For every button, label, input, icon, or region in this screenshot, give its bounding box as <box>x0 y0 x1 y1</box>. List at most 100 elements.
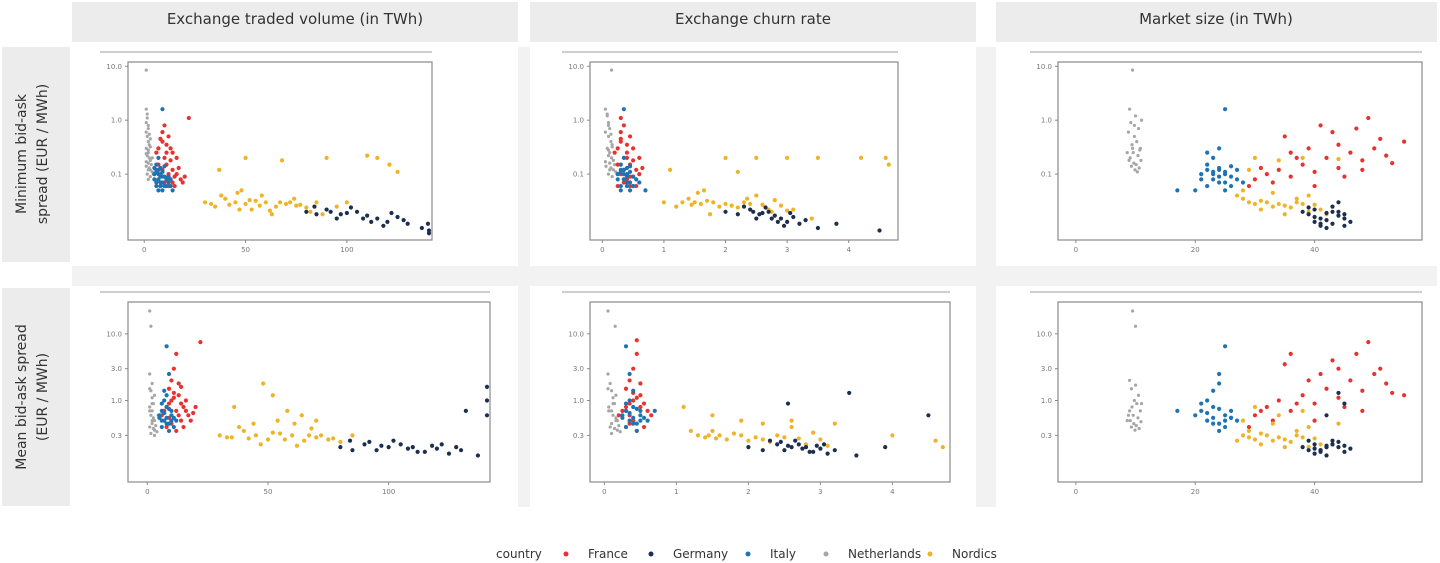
data-point <box>180 180 185 185</box>
data-point <box>348 205 354 210</box>
data-point <box>785 401 791 406</box>
data-point <box>1401 139 1407 144</box>
data-point <box>1366 115 1371 121</box>
data-point <box>803 445 809 450</box>
data-point <box>1211 421 1216 426</box>
x-tick-label: 50 <box>241 246 250 254</box>
data-point <box>326 437 331 442</box>
data-point <box>265 437 271 442</box>
data-point <box>606 172 611 176</box>
data-point <box>1199 177 1204 182</box>
data-point <box>270 430 275 435</box>
data-point <box>751 209 756 214</box>
data-point <box>410 445 415 450</box>
data-point <box>164 344 169 349</box>
data-point <box>1258 431 1263 436</box>
data-point <box>1132 134 1136 139</box>
data-point <box>174 351 179 356</box>
data-point <box>618 130 623 135</box>
data-point <box>243 155 248 160</box>
data-point <box>362 442 367 447</box>
x-tick-label: 2 <box>723 246 727 254</box>
data-point <box>1360 408 1365 413</box>
data-point <box>1234 193 1240 198</box>
data-point <box>146 177 150 181</box>
legend-label: Italy <box>770 547 796 561</box>
data-point <box>152 177 157 182</box>
data-point <box>170 188 175 193</box>
data-point <box>375 155 380 160</box>
data-point <box>347 438 353 443</box>
data-point <box>232 404 237 410</box>
data-point <box>637 172 642 177</box>
data-point <box>1318 223 1323 228</box>
data-point <box>811 430 816 435</box>
data-point <box>627 371 632 377</box>
data-point <box>610 145 614 149</box>
row-strip-mean <box>2 288 70 506</box>
data-point <box>1354 351 1359 356</box>
data-point <box>1348 219 1353 224</box>
data-point <box>1126 130 1131 134</box>
data-point <box>275 418 280 423</box>
data-point <box>152 433 157 437</box>
series-france <box>1246 115 1407 189</box>
data-point <box>1390 161 1395 166</box>
data-point <box>246 436 251 441</box>
data-point <box>613 163 617 167</box>
data-point <box>144 107 148 111</box>
data-point <box>159 424 164 430</box>
data-point <box>1324 386 1329 391</box>
data-point <box>627 401 632 406</box>
data-point <box>292 196 297 201</box>
data-point <box>791 214 796 220</box>
data-point <box>1222 418 1228 423</box>
data-point <box>1129 425 1133 429</box>
data-point <box>735 169 740 174</box>
data-point <box>627 174 633 179</box>
data-point <box>621 155 626 160</box>
data-point <box>1135 401 1139 406</box>
data-point <box>926 413 931 418</box>
data-point <box>744 196 750 201</box>
data-point <box>606 372 610 376</box>
data-point <box>152 393 157 397</box>
data-point <box>1312 202 1317 207</box>
data-point <box>611 401 615 406</box>
data-point <box>1384 153 1389 158</box>
data-point <box>148 425 152 429</box>
data-point <box>150 396 154 400</box>
data-point <box>1136 154 1140 158</box>
data-point <box>883 445 888 450</box>
row-header-min-line2: spread (EUR / MWh) <box>35 84 51 224</box>
data-point <box>415 449 420 454</box>
data-point <box>186 413 191 418</box>
data-point <box>1132 398 1136 403</box>
data-point <box>624 183 630 189</box>
data-point <box>344 210 349 216</box>
data-point <box>229 435 234 440</box>
data-point <box>661 200 667 205</box>
panel-frame <box>127 301 491 483</box>
data-point <box>767 438 773 443</box>
data-point <box>1136 393 1141 397</box>
data-point <box>782 448 787 453</box>
data-point <box>757 212 762 217</box>
data-point <box>621 172 626 177</box>
data-point <box>152 418 157 423</box>
panel-min-size: 0 20 40 0.1 1.0 10.0 <box>1030 51 1423 254</box>
data-point <box>692 200 697 205</box>
data-point <box>1288 408 1293 413</box>
data-point <box>1336 439 1341 444</box>
data-point <box>1312 207 1317 212</box>
data-point <box>1240 418 1246 423</box>
data-point <box>631 398 636 403</box>
data-point <box>148 409 152 413</box>
data-point <box>176 413 181 418</box>
data-point <box>623 386 629 391</box>
y-tick-label: 1.0 <box>573 117 584 125</box>
data-point <box>1330 358 1335 363</box>
panel-mean-size: 0 20 40 0.3 1.0 3.0 10.0 <box>1030 291 1423 496</box>
data-point <box>624 165 630 171</box>
data-point <box>1324 210 1329 216</box>
